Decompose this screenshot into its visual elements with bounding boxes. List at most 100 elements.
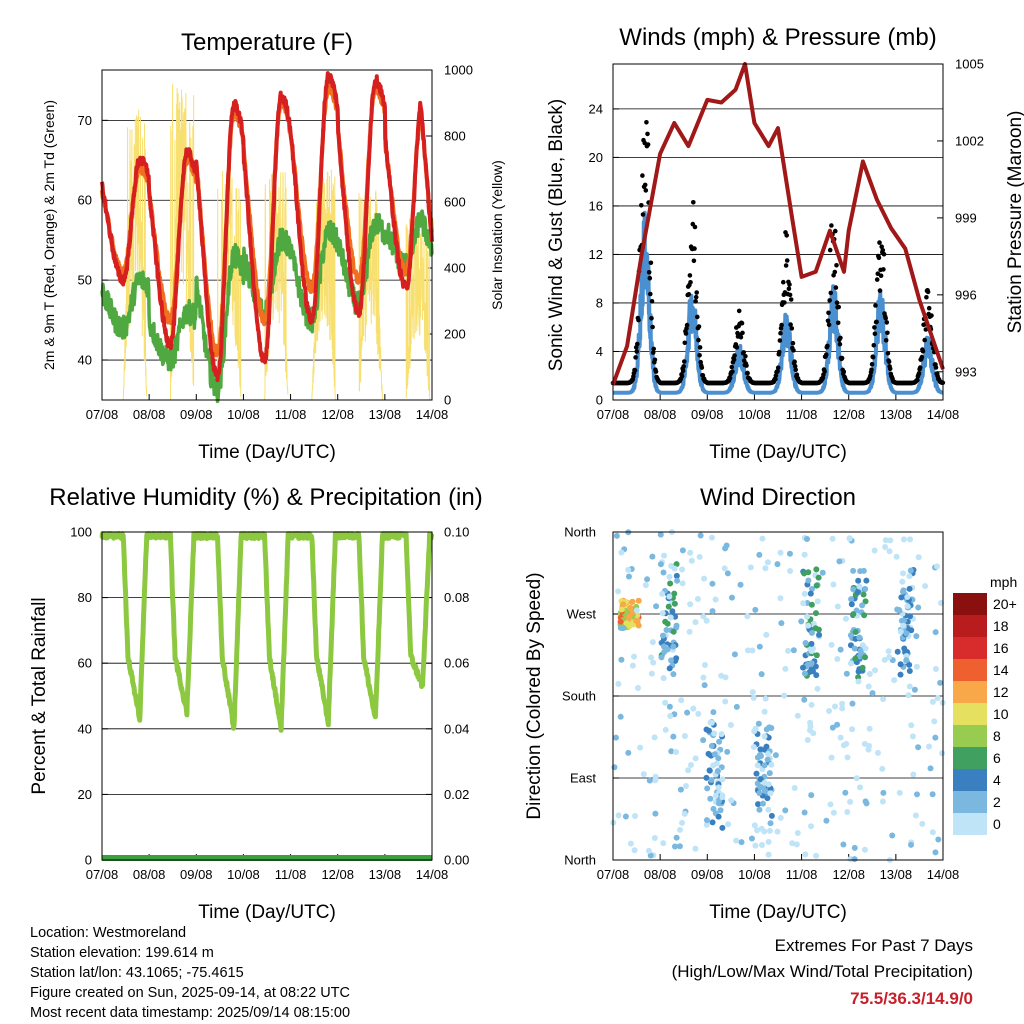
gust-point xyxy=(644,120,649,125)
x-tick-label: 14/08 xyxy=(927,867,960,882)
direction-point xyxy=(757,746,764,753)
x-tick-label: 07/08 xyxy=(86,867,119,882)
direction-point xyxy=(711,730,718,737)
direction-point xyxy=(830,581,837,588)
direction-point xyxy=(886,654,893,661)
direction-point xyxy=(844,809,851,816)
direction-point xyxy=(634,685,641,692)
gust-point xyxy=(773,376,778,382)
gust-point xyxy=(640,212,646,217)
colorbar-label: 0 xyxy=(993,816,1001,832)
direction-point xyxy=(668,748,675,755)
direction-point xyxy=(722,545,729,552)
direction-point xyxy=(695,710,702,717)
direction-point xyxy=(899,578,906,585)
direction-point xyxy=(816,631,823,638)
gust-point xyxy=(787,292,793,298)
direction-point xyxy=(829,535,836,542)
gust-point xyxy=(636,317,641,323)
direction-point xyxy=(764,756,771,763)
extremes-subtitle: (High/Low/Max Wind/Total Precipitation) xyxy=(672,962,973,981)
direction-point xyxy=(677,786,684,793)
direction-point xyxy=(901,645,908,652)
direction-point xyxy=(814,685,821,692)
direction-point xyxy=(722,698,729,705)
gust-point xyxy=(873,303,878,308)
gust-point xyxy=(788,322,793,327)
direction-point xyxy=(900,536,907,543)
winds-panel: 0 4 8 12 16 20 24 993 996 999 1002 1005 07/08 08/08 09… xyxy=(589,57,984,423)
y-tick-label: 1002 xyxy=(955,133,984,148)
direction-point xyxy=(767,820,774,827)
colorbar-swatch xyxy=(953,593,987,615)
direction-point xyxy=(686,628,693,635)
direction-point xyxy=(615,812,622,819)
direction-point xyxy=(764,559,771,566)
x-tick-label: 09/08 xyxy=(691,407,724,422)
direction-point xyxy=(728,594,735,601)
direction-point xyxy=(667,614,674,621)
gust-point xyxy=(777,349,782,355)
direction-point xyxy=(709,580,716,587)
direction-point xyxy=(865,746,872,753)
gust-point xyxy=(922,337,927,343)
gust-point xyxy=(839,355,845,361)
gust-point xyxy=(680,368,686,374)
direction-point xyxy=(836,558,843,565)
gust-point xyxy=(646,270,652,275)
gust-point xyxy=(697,345,703,350)
colorbar-swatch xyxy=(953,769,987,791)
gust-point xyxy=(729,364,735,370)
direction-point xyxy=(755,720,762,727)
direction-point xyxy=(842,789,849,796)
y-tick-label: 0.10 xyxy=(444,525,469,540)
direction-point xyxy=(808,640,815,647)
gust-point xyxy=(692,246,697,251)
gust-point xyxy=(691,200,696,205)
gust-point xyxy=(651,346,656,352)
direction-point xyxy=(765,838,772,845)
direction-point xyxy=(909,733,916,740)
direction-point xyxy=(882,537,889,544)
y-tick-label: 0.06 xyxy=(444,656,469,671)
direction-point xyxy=(891,677,898,684)
direction-point xyxy=(764,795,771,802)
gust-point xyxy=(682,359,687,364)
direction-point xyxy=(808,667,815,674)
direction-point xyxy=(789,840,796,847)
colorbar-swatch xyxy=(953,659,987,681)
direction-point xyxy=(687,601,694,608)
direction-point xyxy=(687,549,694,556)
direction-point xyxy=(851,645,858,652)
direction-point xyxy=(673,655,680,662)
direction-point xyxy=(869,690,876,697)
gust-point xyxy=(824,352,829,357)
direction-point xyxy=(800,600,807,607)
direction-point xyxy=(715,813,722,820)
direction-point xyxy=(615,588,622,595)
direction-point xyxy=(804,737,811,744)
direction-point xyxy=(611,764,618,771)
colorbar-swatch xyxy=(953,747,987,769)
direction-point xyxy=(747,564,754,571)
direction-point xyxy=(724,748,731,755)
y-tick-label: 0 xyxy=(596,393,603,408)
gust-point xyxy=(652,357,658,363)
direction-point xyxy=(922,582,929,589)
direction-point xyxy=(768,761,775,768)
direction-point xyxy=(618,606,625,613)
gust-point xyxy=(740,330,745,336)
direction-point xyxy=(910,771,917,778)
direction-point xyxy=(807,590,814,597)
direction-point xyxy=(856,583,863,590)
x-tick-label: 08/08 xyxy=(644,407,677,422)
x-tick-label: 12/08 xyxy=(832,867,865,882)
y-tick-label: 16 xyxy=(589,198,603,213)
gust-point xyxy=(739,320,745,326)
direction-point xyxy=(759,800,766,807)
y-tick-label: 999 xyxy=(955,210,977,225)
direction-point xyxy=(834,603,841,610)
direction-xlabel: Time (Day/UTC) xyxy=(709,902,847,923)
gust-point xyxy=(787,282,792,287)
